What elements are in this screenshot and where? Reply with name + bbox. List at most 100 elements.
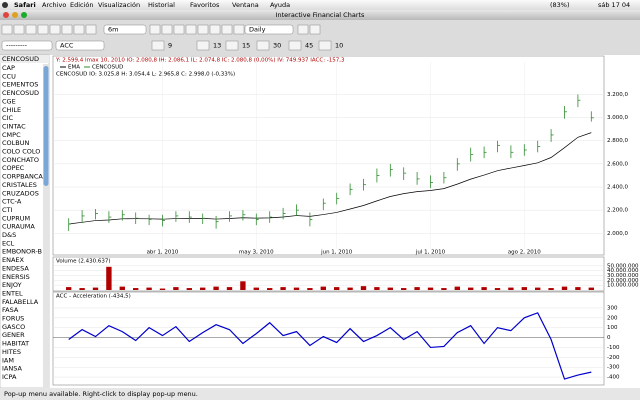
toolbar-button[interactable] (209, 24, 221, 35)
toolbar-button[interactable] (233, 24, 245, 35)
status-bar (0, 388, 640, 400)
toolbar-button[interactable] (197, 24, 209, 35)
toolbar-button[interactable] (149, 24, 161, 35)
toolbar-button[interactable] (173, 24, 185, 35)
volume-bar (159, 288, 166, 290)
toolbar-button[interactable] (73, 24, 85, 35)
stock-item[interactable]: ENTEL (2, 289, 23, 297)
toolbar-button[interactable] (309, 24, 321, 35)
stock-item[interactable]: HITES (2, 348, 21, 356)
stock-item[interactable]: COLBUN (2, 139, 29, 147)
stock-item[interactable]: ENDESA (2, 264, 29, 272)
study-button[interactable] (196, 40, 210, 51)
y-tick-label: 50.000.000 (607, 263, 639, 269)
stock-item[interactable]: CORPBANCA (2, 173, 43, 181)
stock-item[interactable]: IANSA (2, 365, 22, 373)
stock-item[interactable]: ECL (2, 239, 15, 247)
study-button[interactable] (256, 40, 270, 51)
menu-item[interactable]: Ventana (232, 1, 259, 9)
stock-item[interactable]: ENJOY (2, 281, 22, 289)
stock-item[interactable]: COPEC (2, 164, 25, 172)
symbol-select-label: ACC (60, 42, 74, 50)
stock-select[interactable] (0, 55, 49, 63)
study-button[interactable] (318, 40, 332, 51)
menu-item[interactable]: Edición (70, 1, 94, 9)
period-label: 9 (168, 42, 172, 50)
stock-item[interactable]: CHILE (2, 106, 21, 114)
stock-item[interactable]: CAP (2, 64, 15, 72)
minimize-button[interactable] (12, 12, 18, 18)
study-select[interactable] (1, 40, 53, 51)
menu-item[interactable]: Archivo (42, 1, 66, 9)
stock-item[interactable]: COLO COLO (2, 148, 40, 156)
stock-item[interactable]: CTC-A (2, 198, 22, 206)
y-tick-label: 30.000.000 (607, 273, 639, 279)
y-tick-label: 0 (607, 335, 611, 341)
toolbar-button[interactable] (221, 24, 233, 35)
zoom-button[interactable] (21, 12, 27, 18)
stock-item[interactable]: IAM (2, 356, 14, 364)
stock-item[interactable]: D&S (2, 231, 16, 239)
stock-item[interactable]: CMPC (2, 131, 21, 139)
stock-item[interactable]: GASCO (2, 323, 25, 331)
scrollbar[interactable] (43, 64, 49, 388)
stock-item[interactable]: CURAUMA (2, 223, 35, 231)
menu-item[interactable]: Historial (148, 1, 175, 9)
stock-item[interactable]: CRISTALES (2, 181, 37, 189)
stock-item[interactable]: FORUS (2, 315, 24, 323)
stock-list (0, 54, 50, 389)
toolbar-button[interactable] (297, 24, 309, 35)
toolbar-button[interactable] (13, 24, 25, 35)
menu-item[interactable]: Visualización (98, 1, 140, 9)
menu-item[interactable]: Ayuda (270, 1, 290, 9)
stock-item[interactable]: CTI (2, 206, 13, 214)
close-button[interactable] (3, 12, 9, 18)
stock-item[interactable]: CONCHATO (2, 156, 39, 164)
volume-bar (481, 287, 487, 290)
toolbar-button[interactable] (49, 24, 61, 35)
toolbar-button[interactable] (85, 24, 97, 35)
interval-select[interactable] (244, 24, 294, 35)
stock-item[interactable]: CINTAC (2, 122, 26, 130)
stock-item[interactable]: GENER (2, 331, 25, 339)
scroll-thumb[interactable] (43, 66, 49, 186)
stock-item[interactable]: CRUZADOS (2, 189, 39, 197)
volume-bar (79, 288, 85, 290)
stock-item[interactable]: FALABELLA (2, 298, 39, 306)
stock-item[interactable]: ENAEX (2, 256, 25, 264)
toolbar-button[interactable] (25, 24, 37, 35)
volume-bar (253, 287, 259, 290)
stock-item[interactable]: FASA (2, 306, 19, 314)
stock-item[interactable]: ENERSIS (2, 273, 30, 281)
study-button[interactable] (151, 40, 165, 51)
symbol-select[interactable] (55, 40, 105, 51)
volume-bar (468, 287, 474, 290)
menu-item[interactable]: Safari (14, 1, 36, 9)
stock-item[interactable]: CENCOSUD (2, 89, 39, 97)
stock-item[interactable]: EMBONOR-B (2, 248, 42, 256)
stock-item[interactable]: HABITAT (2, 340, 29, 348)
stock-item[interactable]: CEMENTOS (2, 81, 38, 89)
apple-menu[interactable] (2, 2, 8, 8)
toolbar-button[interactable] (161, 24, 173, 35)
stock-item[interactable]: ICPA (2, 373, 17, 381)
range-select[interactable] (103, 24, 147, 35)
menu-item[interactable]: Favoritos (190, 1, 220, 9)
y-tick-label: 2.400,0 (607, 185, 628, 191)
volume-bar (200, 287, 206, 290)
toolbar-button[interactable] (61, 24, 73, 35)
study-button[interactable] (288, 40, 302, 51)
toolbar-button[interactable] (37, 24, 49, 35)
acc-line (68, 312, 592, 380)
toolbar-button[interactable] (1, 24, 13, 35)
legend-label: CENCOSUD (92, 65, 123, 71)
volume-bar (347, 287, 353, 290)
study-button[interactable] (225, 40, 239, 51)
stock-item[interactable]: CCU (2, 72, 16, 80)
toolbar-button[interactable] (185, 24, 197, 35)
stock-item[interactable]: CGE (2, 97, 16, 105)
stock-item[interactable]: CIC (2, 114, 13, 122)
stock-item[interactable]: CUPRUM (2, 214, 30, 222)
menu-bar (0, 0, 640, 10)
